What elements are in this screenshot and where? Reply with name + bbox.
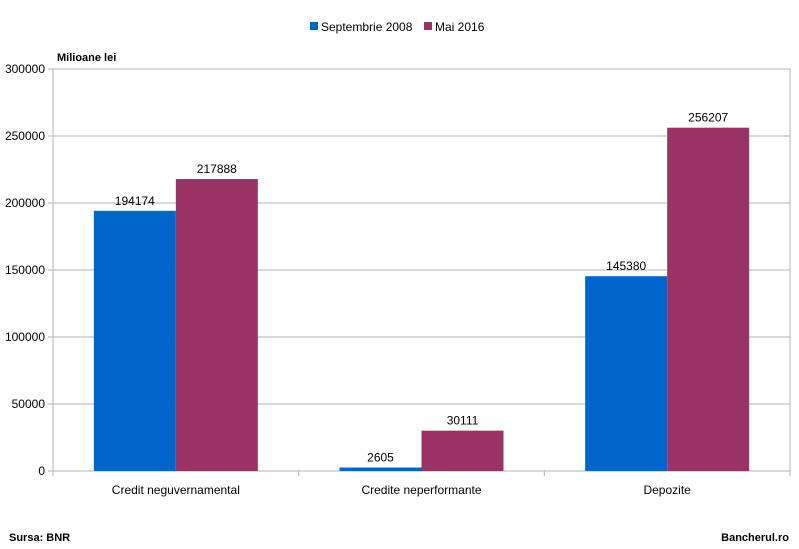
legend-label-mai-2016: Mai 2016: [435, 20, 485, 34]
data-label: 256207: [688, 111, 728, 125]
bar-septembrie-2008: [93, 210, 176, 472]
bar-septembrie-2008: [339, 467, 422, 471]
y-axis-ticks: 0 50000 100000 150000 200000 250000 300000: [5, 62, 53, 478]
y-tick-label: 50000: [12, 397, 46, 411]
bar-mai-2016: [421, 430, 504, 471]
brand-watermark: Bancherul.ro: [721, 532, 789, 544]
y-tick-label: 100000: [5, 330, 45, 344]
category-label: Credite neperformante: [361, 483, 481, 497]
data-label: 145380: [606, 259, 646, 273]
data-label: 2605: [367, 451, 394, 465]
data-label: 30111: [447, 414, 479, 428]
category-labels: Credit neguvernamental Credite neperforma…: [52, 471, 791, 497]
y-tick-label: 0: [38, 464, 45, 478]
y-tick-label: 200000: [5, 196, 45, 210]
y-tick-label: 150000: [5, 263, 45, 277]
source-note: Sursa: BNR: [9, 532, 70, 544]
category-label: Depozite: [643, 483, 691, 497]
data-label: 194174: [115, 194, 155, 208]
data-label: 217888: [197, 162, 237, 176]
legend: Septembrie 2008 Mai 2016: [310, 20, 485, 34]
bar-septembrie-2008: [585, 276, 668, 471]
legend-swatch-septembrie-2008: [310, 22, 318, 30]
legend-label-septembrie-2008: Septembrie 2008: [321, 20, 413, 34]
y-tick-label: 250000: [5, 129, 45, 143]
bar-mai-2016: [175, 179, 258, 471]
data-labels: 194174 217888 2605 30111 145380 256207: [115, 111, 729, 465]
bars: [93, 127, 750, 472]
category-label: Credit neguvernamental: [112, 483, 240, 497]
y-tick-label: 300000: [5, 62, 45, 76]
bar-mai-2016: [667, 127, 750, 471]
y-axis-label: Milioane lei: [57, 52, 116, 64]
legend-swatch-mai-2016: [424, 22, 432, 30]
